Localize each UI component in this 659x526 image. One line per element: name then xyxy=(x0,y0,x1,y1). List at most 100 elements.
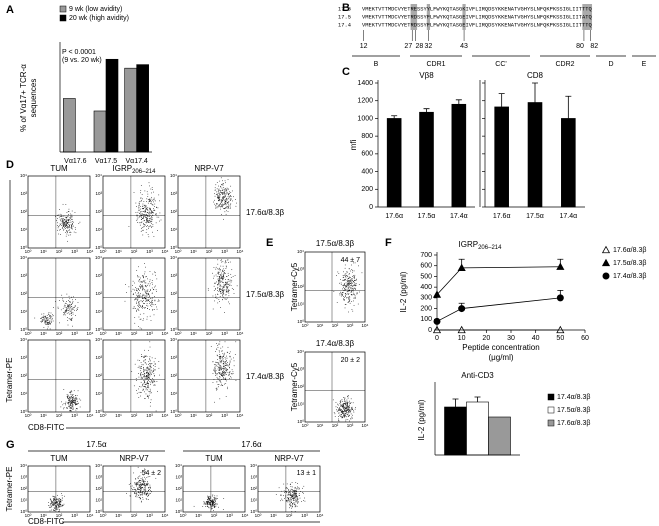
event-dot xyxy=(148,390,150,392)
event-dot xyxy=(60,499,62,501)
event-dot xyxy=(227,351,229,353)
event-dot xyxy=(138,302,140,303)
event-dot xyxy=(139,489,141,490)
event-dot xyxy=(296,505,298,507)
event-dot xyxy=(223,284,225,286)
event-dot xyxy=(137,478,139,479)
event-dot xyxy=(229,261,231,263)
event-dot xyxy=(228,201,230,203)
event-dot xyxy=(142,206,144,207)
event-dot xyxy=(227,362,228,363)
event-dot xyxy=(223,218,224,220)
event-dot xyxy=(66,230,68,231)
event-dot xyxy=(151,218,152,220)
event-dot xyxy=(223,297,224,299)
event-dot xyxy=(223,289,224,291)
event-dot xyxy=(72,221,73,223)
event-dot xyxy=(60,505,62,507)
flow-y-tick-label: 10³ xyxy=(20,475,27,480)
event-dot xyxy=(68,401,70,402)
event-dot xyxy=(63,306,65,308)
event-dot xyxy=(345,408,346,409)
event-dot xyxy=(333,291,335,292)
event-dot xyxy=(143,368,144,370)
event-dot xyxy=(222,196,224,198)
event-dot xyxy=(343,414,345,415)
event-dot xyxy=(229,364,230,366)
event-dot xyxy=(45,323,46,325)
event-dot xyxy=(235,380,237,381)
event-dot xyxy=(213,504,214,506)
event-dot xyxy=(158,367,160,369)
event-dot xyxy=(144,373,146,374)
event-dot xyxy=(138,295,140,297)
event-dot xyxy=(212,502,214,503)
event-dot xyxy=(214,189,216,191)
legend-swatch xyxy=(59,5,67,13)
event-dot xyxy=(150,201,152,203)
event-dot xyxy=(143,376,145,377)
event-dot xyxy=(209,495,211,497)
event-dot xyxy=(143,224,145,225)
event-dot xyxy=(148,489,150,491)
event-dot xyxy=(222,205,224,207)
event-dot xyxy=(354,288,356,290)
event-dot xyxy=(206,501,208,503)
flow-y-tick-label: 10² xyxy=(297,284,304,289)
event-dot xyxy=(287,492,289,494)
event-dot xyxy=(221,193,223,195)
event-dot xyxy=(49,320,51,322)
event-dot xyxy=(58,504,60,505)
y-axis-label: sequences xyxy=(29,79,38,118)
event-dot xyxy=(209,500,211,502)
legend-label: 17.4α/8.3β xyxy=(613,273,646,280)
event-dot xyxy=(220,206,222,207)
event-dot xyxy=(143,371,145,373)
event-dot xyxy=(342,292,344,294)
event-dot xyxy=(144,470,146,472)
event-dot xyxy=(137,222,138,223)
event-dot xyxy=(352,276,353,277)
event-dot xyxy=(71,405,73,406)
flow-y-tick-label: 10¹ xyxy=(95,227,102,232)
event-dot xyxy=(348,301,350,302)
event-dot xyxy=(137,295,139,297)
event-dot xyxy=(355,285,357,286)
event-dot xyxy=(138,280,139,282)
event-dot xyxy=(280,500,281,502)
event-dot xyxy=(290,494,292,496)
event-dot xyxy=(72,299,73,301)
event-dot xyxy=(222,180,223,182)
event-dot xyxy=(290,494,292,496)
event-dot xyxy=(75,404,76,405)
event-dot xyxy=(57,498,59,500)
event-dot xyxy=(301,501,303,502)
event-dot xyxy=(211,504,213,506)
event-dot xyxy=(137,293,139,294)
event-dot xyxy=(344,286,346,287)
event-dot xyxy=(71,318,72,320)
event-dot xyxy=(134,493,135,494)
event-dot xyxy=(140,281,142,282)
event-dot xyxy=(344,293,346,294)
event-dot xyxy=(135,484,137,485)
event-dot xyxy=(43,319,45,321)
event-dot xyxy=(345,288,346,290)
event-dot xyxy=(63,407,65,409)
event-dot xyxy=(69,308,71,310)
event-dot xyxy=(224,180,226,182)
event-dot xyxy=(134,317,136,318)
event-dot xyxy=(60,505,62,507)
event-dot xyxy=(146,218,147,220)
event-dot xyxy=(222,279,224,281)
event-dot xyxy=(141,217,142,218)
event-dot xyxy=(224,182,226,184)
legend-label: 17.4α/8.3β xyxy=(557,394,590,401)
event-dot xyxy=(228,291,229,293)
event-dot xyxy=(44,320,46,322)
event-dot xyxy=(153,201,154,203)
event-dot xyxy=(54,502,56,504)
error-bar xyxy=(391,115,398,119)
event-dot xyxy=(58,501,60,503)
event-dot xyxy=(144,481,146,482)
